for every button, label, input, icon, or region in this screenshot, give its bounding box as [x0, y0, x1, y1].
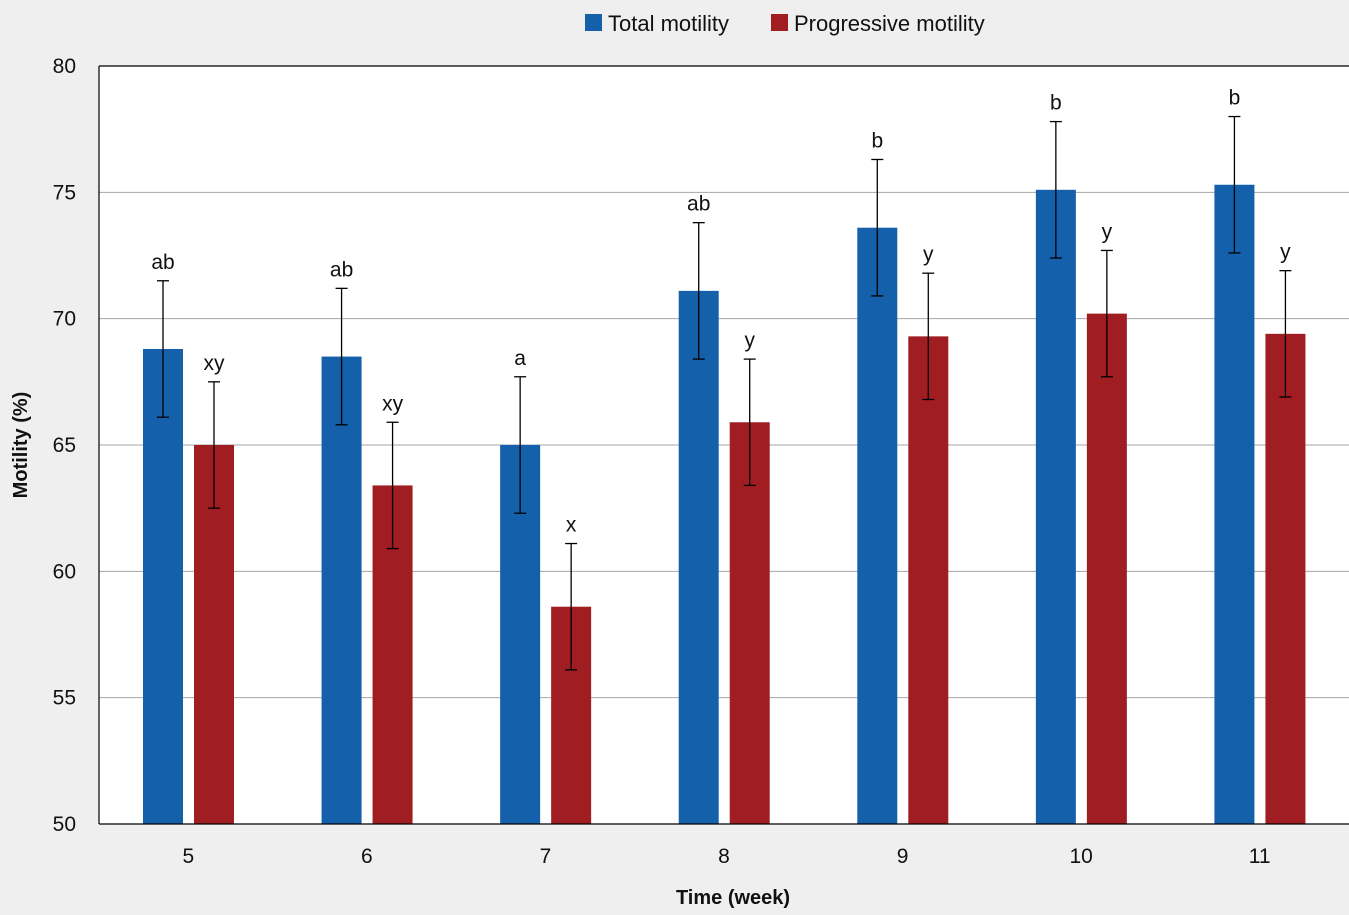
y-tick-label: 80: [53, 55, 76, 78]
y-tick-labels: 50 55 60 65 70 75 80: [53, 55, 76, 836]
legend: Total motility Progressive motility: [585, 11, 985, 36]
bar-total-week-8: [678, 290, 719, 825]
y-tick-label: 75: [53, 181, 76, 204]
x-axis-title: Time (week): [676, 887, 790, 909]
significance-label: a: [514, 347, 526, 370]
significance-label: x: [566, 514, 577, 537]
significance-label: ab: [687, 193, 710, 216]
y-tick-label: 60: [53, 560, 76, 583]
bar-total-week-5: [143, 348, 183, 824]
x-tick-label: 11: [1249, 845, 1271, 868]
significance-label: b: [871, 129, 883, 152]
legend-label-total-motility: Total motility: [608, 11, 729, 36]
x-tick-label: 7: [540, 845, 552, 868]
legend-swatch-total-motility: [585, 14, 602, 31]
x-tick-label: 9: [897, 845, 909, 868]
significance-label: b: [1050, 92, 1062, 115]
x-tick-label: 10: [1069, 845, 1092, 868]
significance-label: y: [1280, 241, 1291, 264]
y-tick-label: 65: [53, 434, 76, 457]
bar-total-week-11: [1214, 184, 1255, 825]
bar-progressive-week-9: [908, 336, 949, 824]
bar-progressive-week-10: [1086, 313, 1127, 824]
x-tick-label: 6: [361, 845, 373, 868]
y-tick-label: 55: [53, 687, 76, 710]
significance-label: b: [1229, 87, 1241, 110]
significance-label: xy: [204, 352, 226, 375]
bar-total-week-6: [321, 356, 362, 824]
significance-label: ab: [151, 251, 174, 274]
bars: [143, 184, 1306, 825]
significance-label: y: [744, 329, 755, 352]
significance-label: ab: [330, 258, 353, 281]
y-axis-title: Motility (%): [10, 392, 32, 499]
bar-progressive-week-8: [729, 422, 770, 824]
significance-label: y: [923, 243, 934, 266]
bar-progressive-week-11: [1265, 333, 1306, 824]
x-tick-label: 8: [718, 845, 730, 868]
x-tick-labels: 5 6 7 8 9 10 11: [182, 845, 1270, 868]
x-tick-label: 5: [182, 845, 194, 868]
y-tick-label: 50: [53, 813, 76, 836]
error-bars: [157, 115, 1292, 671]
legend-label-progressive-motility: Progressive motility: [794, 11, 985, 36]
bar-total-week-9: [857, 227, 898, 824]
significance-labels: ab xy ab xy a x ab y b y b y b y: [151, 87, 1291, 537]
legend-swatch-progressive-motility: [771, 14, 788, 31]
bar-total-week-10: [1035, 189, 1076, 825]
significance-label: y: [1102, 220, 1113, 243]
significance-label: xy: [382, 392, 404, 415]
gridlines: [99, 191, 1349, 699]
y-tick-label: 70: [53, 308, 76, 331]
